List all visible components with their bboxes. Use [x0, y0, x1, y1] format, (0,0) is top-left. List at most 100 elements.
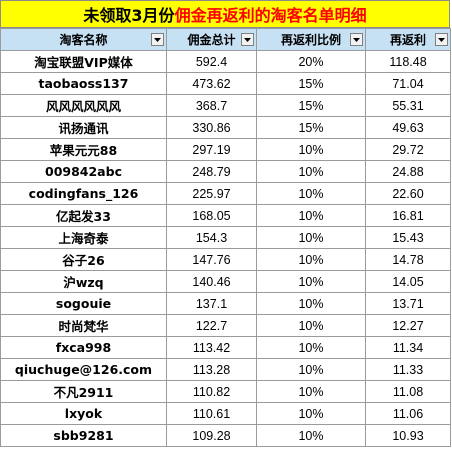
rate-cell[interactable]: 15%: [256, 116, 366, 139]
rebate-cell[interactable]: 10.93: [365, 424, 451, 447]
total-cell[interactable]: 110.61: [166, 402, 257, 425]
filter-rebate-button[interactable]: [435, 33, 448, 46]
total-cell[interactable]: 592.4: [166, 50, 257, 73]
name-cell[interactable]: 时尚梵华: [0, 314, 167, 337]
total-cell[interactable]: 110.82: [166, 380, 257, 403]
rebate-cell[interactable]: 29.72: [365, 138, 451, 161]
rebate-cell[interactable]: 11.06: [365, 402, 451, 425]
sheet-title[interactable]: 未领取3月份 佣金再返利的淘客名单明细: [0, 0, 450, 28]
name-cell[interactable]: 淘宝联盟VIP媒体: [0, 50, 167, 73]
rebate-cell[interactable]: 11.34: [365, 336, 451, 359]
total-cell[interactable]: 248.79: [166, 160, 257, 183]
name-cell[interactable]: 苹果元元88: [0, 138, 167, 161]
rebate-cell[interactable]: 22.60: [365, 182, 451, 205]
rate-cell[interactable]: 10%: [256, 182, 366, 205]
name-cell[interactable]: 亿起发33: [0, 204, 167, 227]
name-cell[interactable]: 讯扬通讯: [0, 116, 167, 139]
total-cell[interactable]: 225.97: [166, 182, 257, 205]
total-cell[interactable]: 122.7: [166, 314, 257, 337]
table-row: 亿起发33 168.05 10% 16.81: [0, 204, 451, 227]
filter-total-button[interactable]: [241, 33, 254, 46]
total-cell[interactable]: 140.46: [166, 270, 257, 293]
table-row: 009842abc 248.79 10% 24.88: [0, 160, 451, 183]
header-name-label: 淘客名称: [59, 33, 108, 47]
table-row: 不凡2911 110.82 10% 11.08: [0, 380, 451, 403]
rate-cell[interactable]: 10%: [256, 358, 366, 381]
header-row: 淘客名称 佣金总计 再返利比例: [0, 28, 451, 51]
name-cell[interactable]: 009842abc: [0, 160, 167, 183]
rate-cell[interactable]: 15%: [256, 72, 366, 95]
total-cell[interactable]: 297.19: [166, 138, 257, 161]
rate-cell[interactable]: 20%: [256, 50, 366, 73]
title-part-red: 佣金再返利的淘客名单明细: [174, 6, 367, 25]
name-cell[interactable]: fxca998: [0, 336, 167, 359]
rate-cell[interactable]: 10%: [256, 204, 366, 227]
table-row: qiuchuge@126.com 113.28 10% 11.33: [0, 358, 451, 381]
name-cell[interactable]: lxyok: [0, 402, 167, 425]
table-row: 谷子26 147.76 10% 14.78: [0, 248, 451, 271]
rebate-cell[interactable]: 11.08: [365, 380, 451, 403]
total-cell[interactable]: 109.28: [166, 424, 257, 447]
rebate-cell[interactable]: 14.05: [365, 270, 451, 293]
header-rebate[interactable]: 再返利: [365, 28, 451, 51]
rebate-cell[interactable]: 13.71: [365, 292, 451, 315]
rate-cell[interactable]: 10%: [256, 138, 366, 161]
name-cell[interactable]: 不凡2911: [0, 380, 167, 403]
rate-cell[interactable]: 10%: [256, 402, 366, 425]
rebate-cell[interactable]: 55.31: [365, 94, 451, 117]
header-total[interactable]: 佣金总计: [166, 28, 257, 51]
rebate-cell[interactable]: 16.81: [365, 204, 451, 227]
name-cell[interactable]: qiuchuge@126.com: [0, 358, 167, 381]
name-cell[interactable]: 上海奇泰: [0, 226, 167, 249]
name-cell[interactable]: sbb9281: [0, 424, 167, 447]
rate-cell[interactable]: 10%: [256, 314, 366, 337]
filter-name-button[interactable]: [151, 33, 164, 46]
rate-cell[interactable]: 10%: [256, 380, 366, 403]
title-part-black: 未领取3月份: [83, 6, 175, 25]
total-cell[interactable]: 368.7: [166, 94, 257, 117]
filter-rate-button[interactable]: [350, 33, 363, 46]
rebate-cell[interactable]: 12.27: [365, 314, 451, 337]
total-cell[interactable]: 330.86: [166, 116, 257, 139]
header-rate[interactable]: 再返利比例: [256, 28, 366, 51]
total-cell[interactable]: 168.05: [166, 204, 257, 227]
total-cell[interactable]: 154.3: [166, 226, 257, 249]
rebate-cell[interactable]: 24.88: [365, 160, 451, 183]
rebate-cell[interactable]: 14.78: [365, 248, 451, 271]
table-row: 时尚梵华 122.7 10% 12.27: [0, 314, 451, 337]
header-total-label: 佣金总计: [187, 33, 236, 47]
name-cell[interactable]: codingfans_126: [0, 182, 167, 205]
rebate-table: 淘客名称 佣金总计 再返利比例: [0, 28, 451, 447]
rate-cell[interactable]: 10%: [256, 270, 366, 293]
rate-cell[interactable]: 10%: [256, 226, 366, 249]
rebate-cell[interactable]: 15.43: [365, 226, 451, 249]
rate-cell[interactable]: 10%: [256, 292, 366, 315]
table-row: taobaoss137 473.62 15% 71.04: [0, 72, 451, 95]
rebate-cell[interactable]: 49.63: [365, 116, 451, 139]
table-row: codingfans_126 225.97 10% 22.60: [0, 182, 451, 205]
total-cell[interactable]: 113.28: [166, 358, 257, 381]
rebate-cell[interactable]: 11.33: [365, 358, 451, 381]
total-cell[interactable]: 147.76: [166, 248, 257, 271]
rebate-cell[interactable]: 118.48: [365, 50, 451, 73]
name-cell[interactable]: taobaoss137: [0, 72, 167, 95]
total-cell[interactable]: 113.42: [166, 336, 257, 359]
header-rebate-label: 再返利: [389, 33, 426, 47]
table-row: fxca998 113.42 10% 11.34: [0, 336, 451, 359]
header-name[interactable]: 淘客名称: [0, 28, 167, 51]
table-row: sogouie 137.1 10% 13.71: [0, 292, 451, 315]
table-row: 淘宝联盟VIP媒体 592.4 20% 118.48: [0, 50, 451, 73]
rate-cell[interactable]: 10%: [256, 336, 366, 359]
total-cell[interactable]: 473.62: [166, 72, 257, 95]
name-cell[interactable]: 谷子26: [0, 248, 167, 271]
rebate-cell[interactable]: 71.04: [365, 72, 451, 95]
total-cell[interactable]: 137.1: [166, 292, 257, 315]
rate-cell[interactable]: 15%: [256, 94, 366, 117]
name-cell[interactable]: 沪wzq: [0, 270, 167, 293]
rate-cell[interactable]: 10%: [256, 248, 366, 271]
rate-cell[interactable]: 10%: [256, 424, 366, 447]
name-cell[interactable]: 风风风风风风: [0, 94, 167, 117]
name-cell[interactable]: sogouie: [0, 292, 167, 315]
rate-cell[interactable]: 10%: [256, 160, 366, 183]
